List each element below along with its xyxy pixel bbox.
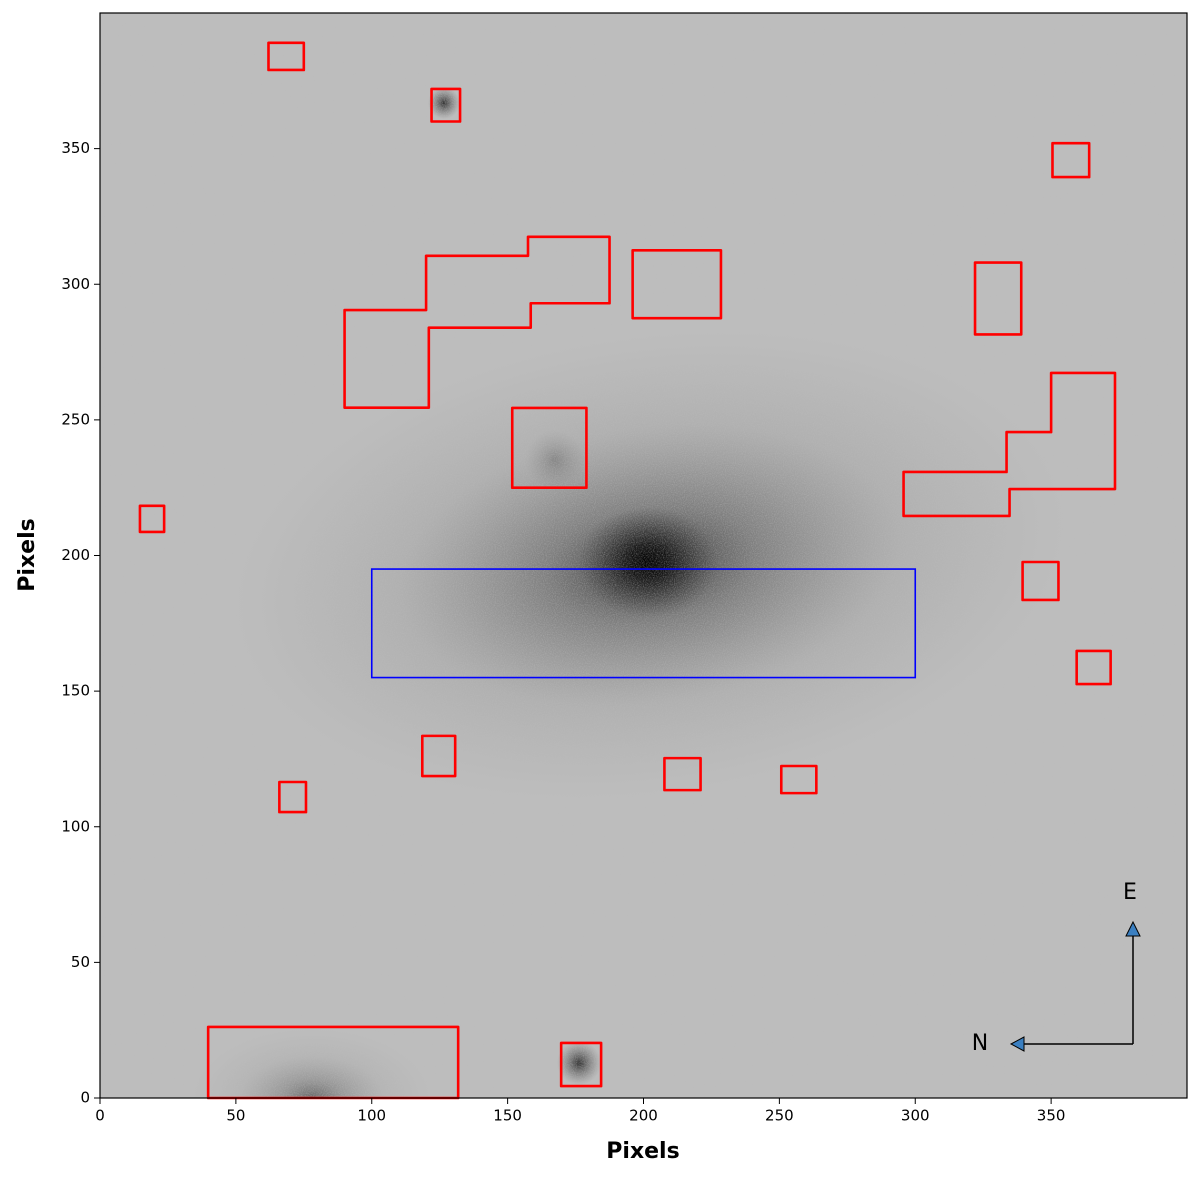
- x-tick-label: 0: [95, 1107, 105, 1125]
- compass-east-arrow: [1125, 920, 1141, 937]
- y-tick-label: 100: [61, 817, 90, 835]
- x-tick-label: 350: [1037, 1107, 1066, 1125]
- region: [1021, 560, 1060, 602]
- slit: [370, 568, 917, 679]
- region: [1051, 141, 1091, 179]
- y-tick-label: 350: [61, 139, 90, 157]
- x-tick-label: 200: [629, 1107, 658, 1125]
- sky-image: [100, 13, 1187, 1098]
- region: [663, 756, 702, 792]
- compass: N E: [972, 880, 1141, 1056]
- region: [973, 261, 1023, 336]
- y-tick-label: 150: [61, 682, 90, 700]
- region: [343, 235, 611, 409]
- region: [267, 41, 306, 72]
- region: [559, 1041, 603, 1088]
- x-tick-label: 300: [901, 1107, 930, 1125]
- x-axis-label: Pixels: [606, 1139, 679, 1164]
- region: [631, 249, 723, 320]
- region: [779, 764, 818, 795]
- x-tick-label: 50: [226, 1107, 245, 1125]
- compass-north-label: N: [972, 1031, 988, 1056]
- x-tick-label: 150: [493, 1107, 522, 1125]
- x-tick-label: 250: [765, 1107, 794, 1125]
- region: [278, 780, 308, 814]
- y-tick-label: 0: [80, 1089, 90, 1107]
- region: [510, 406, 588, 489]
- y-tick-label: 250: [61, 410, 90, 428]
- y-tick-label: 200: [61, 546, 90, 564]
- y-axis-label: Pixels: [15, 518, 40, 591]
- region: [430, 87, 462, 123]
- y-tick-label: 50: [71, 953, 90, 971]
- region: [1075, 649, 1112, 686]
- compass-east-label: E: [1123, 880, 1137, 905]
- compass-north-arrow: [1009, 1036, 1025, 1052]
- region: [138, 504, 166, 534]
- x-tick-label: 100: [357, 1107, 386, 1125]
- y-tick-label: 300: [61, 275, 90, 293]
- region: [420, 734, 457, 778]
- region: [902, 371, 1117, 518]
